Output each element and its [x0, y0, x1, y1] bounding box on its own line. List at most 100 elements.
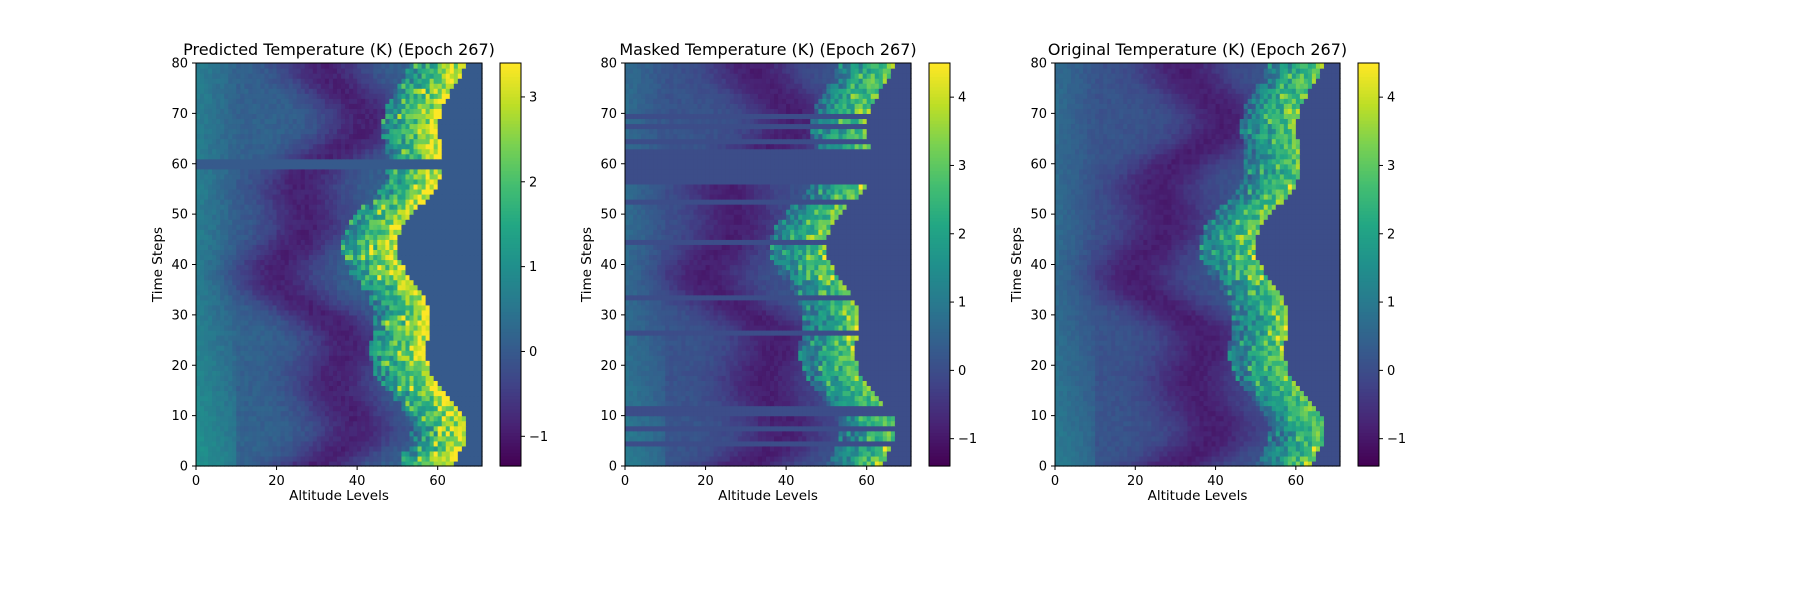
heatmap-cell: [232, 128, 237, 135]
heatmap-cell: [236, 420, 241, 427]
heatmap-cell: [236, 340, 241, 346]
heatmap-cell: [240, 360, 245, 366]
heatmap-cell: [477, 425, 483, 432]
heatmap-cell: [280, 430, 286, 437]
heatmap-cell: [345, 219, 350, 225]
heatmap-cell: [216, 183, 221, 190]
heatmap-cell: [244, 319, 249, 326]
heatmap-cell: [345, 143, 350, 150]
heatmap-cell: [397, 314, 403, 321]
heatmap-cell: [236, 244, 241, 250]
heatmap-cell: [204, 430, 209, 437]
heatmap-cell: [264, 163, 270, 170]
heatmap-cell: [256, 415, 262, 422]
heatmap-cell: [465, 264, 471, 271]
heatmap-cell: [421, 375, 427, 381]
heatmap-cell: [224, 224, 229, 230]
heatmap-cell: [260, 370, 266, 376]
heatmap-cell: [385, 304, 390, 311]
heatmap-cell: [389, 440, 394, 447]
heatmap-cell: [248, 329, 253, 336]
heatmap-cell: [401, 390, 407, 397]
heatmap-cell: [288, 350, 294, 356]
heatmap-cell: [373, 234, 378, 240]
heatmap-cell: [449, 324, 455, 331]
heatmap-cell: [312, 345, 318, 351]
heatmap-cell: [449, 229, 455, 235]
heatmap-cell: [248, 309, 253, 316]
heatmap-cell: [465, 324, 471, 331]
heatmap-cell: [453, 188, 459, 195]
heatmap-cell: [220, 123, 225, 130]
heatmap-cell: [473, 244, 479, 250]
heatmap-cell: [357, 420, 362, 427]
heatmap-cell: [284, 214, 290, 220]
heatmap-cell: [268, 204, 274, 210]
heatmap-cell: [349, 385, 354, 392]
heatmap-cell: [280, 435, 286, 442]
heatmap-cell: [425, 299, 431, 306]
heatmap-cell: [256, 420, 262, 427]
heatmap-cell: [336, 249, 342, 256]
heatmap-cell: [357, 299, 362, 306]
heatmap-cell: [373, 355, 378, 361]
heatmap-cell: [232, 340, 237, 346]
heatmap-cell: [345, 455, 350, 462]
heatmap-cell: [208, 370, 213, 376]
heatmap-cell: [401, 299, 407, 306]
heatmap-cell: [473, 390, 479, 397]
heatmap-cell: [441, 163, 447, 170]
heatmap-cell: [200, 370, 205, 376]
heatmap-cell: [284, 440, 290, 447]
heatmap-cell: [264, 108, 270, 114]
heatmap-cell: [409, 294, 415, 301]
heatmap-cell: [361, 113, 366, 120]
heatmap-cell: [252, 148, 258, 155]
heatmap-cell: [316, 455, 322, 462]
heatmap-cell: [336, 168, 342, 175]
heatmap-cell: [268, 239, 274, 245]
heatmap-cell: [393, 249, 399, 256]
heatmap-cell: [208, 108, 213, 114]
heatmap-cell: [381, 385, 386, 392]
heatmap-cell: [300, 299, 306, 306]
heatmap-cell: [429, 460, 435, 467]
heatmap-cell: [429, 229, 435, 235]
heatmap-cell: [429, 375, 435, 381]
heatmap-cell: [341, 395, 346, 402]
heatmap-cell: [405, 304, 411, 311]
heatmap-cell: [196, 153, 201, 160]
heatmap-cell: [445, 455, 451, 462]
heatmap-cell: [397, 163, 403, 170]
heatmap-cell: [369, 133, 374, 140]
heatmap-cell: [365, 355, 370, 361]
heatmap-cell: [473, 204, 479, 210]
heatmap-cell: [252, 335, 258, 341]
heatmap-cell: [413, 324, 419, 331]
heatmap-cell: [320, 450, 326, 457]
heatmap-cell: [373, 370, 378, 376]
heatmap-cell: [248, 450, 253, 457]
heatmap-cell: [296, 355, 302, 361]
heatmap-cell: [365, 335, 370, 341]
heatmap-cell: [445, 173, 451, 180]
heatmap-cell: [389, 299, 394, 306]
heatmap-cell: [248, 108, 253, 114]
heatmap-cell: [341, 224, 346, 230]
heatmap-cell: [361, 163, 366, 170]
heatmap-cell: [304, 299, 310, 306]
heatmap-cell: [341, 143, 346, 150]
heatmap-cell: [413, 239, 419, 245]
heatmap-cell: [312, 173, 318, 180]
heatmap-cell: [449, 269, 455, 276]
heatmap-cell: [288, 450, 294, 457]
heatmap-cell: [425, 304, 431, 311]
heatmap-cell: [373, 460, 378, 467]
heatmap-cell: [361, 193, 366, 200]
heatmap-cell: [477, 158, 483, 165]
heatmap-cell: [256, 360, 262, 366]
heatmap-cell: [349, 340, 354, 346]
heatmap-cell: [312, 355, 318, 361]
heatmap-cell: [425, 209, 431, 215]
heatmap-cell: [365, 309, 370, 316]
